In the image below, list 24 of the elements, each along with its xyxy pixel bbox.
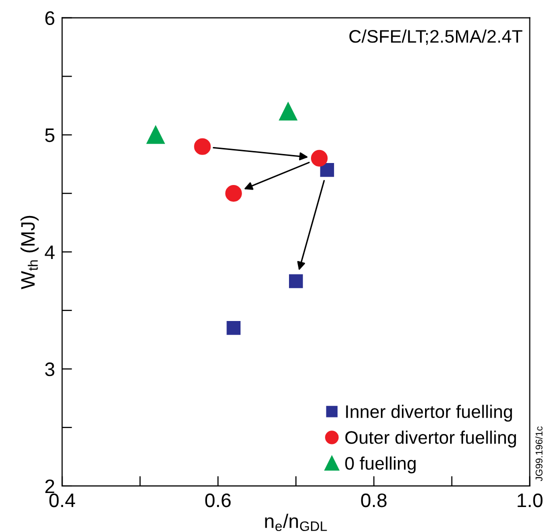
point (320, 163, 334, 177)
x-tick-label: 0.4 (49, 493, 76, 508)
point (310, 150, 328, 167)
y-axis-title: W$_{th}$ (MJ) (20, 216, 39, 290)
x-axis-title: n$_{e}$/n$_{GDL}$ (265, 514, 327, 532)
legend-label: Inner divertor fuelling (346, 404, 512, 422)
x-tick-label: 0.6 (205, 493, 231, 508)
y-tick-label: 3 (45, 362, 54, 376)
x-tick-label: 1.0 (518, 493, 542, 508)
y-tick-label: 4 (44, 246, 55, 259)
x-tick-label: 0.8 (361, 493, 387, 508)
point (279, 102, 298, 120)
point (288, 274, 303, 288)
y-tick-label: 5 (45, 128, 54, 142)
legend-label: Outer divertor fuelling (345, 430, 516, 448)
y-tick-label: 6 (45, 11, 54, 26)
point (146, 126, 165, 144)
y-tick-label: 2 (45, 479, 54, 494)
text: JG99.196/1c (535, 426, 542, 482)
point (194, 138, 211, 155)
point (225, 185, 242, 202)
legend-label: 0 fuelling (345, 456, 416, 474)
annotation: C/SFE/LT;2.5MA/2.4T (349, 30, 522, 45)
point (226, 321, 241, 335)
